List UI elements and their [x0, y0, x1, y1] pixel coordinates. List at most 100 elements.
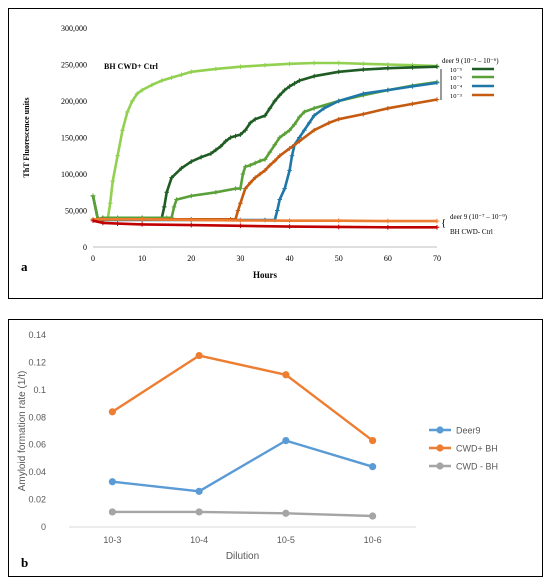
series-marker [252, 175, 258, 180]
series-marker [115, 216, 120, 222]
series-marker [311, 106, 317, 111]
y-tick-label: 200,000 [61, 97, 87, 106]
series-marker [326, 120, 332, 126]
series-point [282, 437, 290, 445]
legend-marker [436, 462, 444, 470]
series-marker [385, 65, 391, 71]
series-marker [262, 168, 268, 173]
series-marker [233, 186, 238, 191]
y-axis-title: Amyloid formation rate (1/t) [17, 371, 28, 492]
series-marker [385, 224, 391, 230]
series-line [91, 80, 438, 221]
y-axis-title: ThT Fluorescence units [22, 97, 31, 177]
series-marker [360, 61, 366, 67]
series-marker [321, 106, 327, 111]
series-marker [257, 158, 263, 164]
series-marker [238, 64, 243, 69]
series-marker [238, 218, 243, 223]
series-marker [243, 127, 248, 133]
series-marker [297, 78, 302, 83]
series-marker [247, 120, 253, 126]
series-marker [120, 127, 125, 133]
series-marker [277, 135, 283, 140]
neg-ctrl-label: BH CWD- Ctrl [450, 228, 493, 236]
series-marker [262, 62, 268, 68]
y-tick-label: 0 [41, 522, 46, 532]
series-marker [336, 218, 342, 224]
series-marker [336, 116, 342, 122]
series-marker [188, 193, 194, 199]
series-marker [385, 218, 391, 224]
series-point [195, 351, 203, 360]
legend-label: 10⁻³ [450, 93, 462, 100]
series-marker [213, 189, 219, 195]
y-tick-label: 0.1 [33, 385, 46, 395]
series-marker [257, 171, 263, 177]
series-marker [434, 97, 440, 102]
legend-label: 10⁻⁴ [450, 84, 463, 91]
series-point [195, 508, 203, 516]
series-marker [287, 218, 292, 224]
series-marker [161, 204, 167, 210]
series-marker [252, 160, 258, 166]
series-marker [139, 87, 145, 93]
series-line [112, 439, 373, 493]
series-marker [267, 106, 273, 111]
series-marker [336, 60, 342, 66]
series-marker [130, 98, 135, 104]
series-point [282, 509, 290, 517]
series-marker [228, 135, 233, 140]
series-marker [292, 122, 297, 127]
series-marker [213, 66, 219, 72]
series-marker [247, 162, 253, 168]
series-point [369, 512, 377, 520]
series-marker [247, 180, 253, 186]
series-line [92, 219, 437, 229]
series-marker [311, 60, 317, 66]
y-tick-label: 0.06 [28, 440, 46, 450]
series-point [195, 487, 203, 495]
legend-marker [436, 426, 444, 434]
series-marker [174, 197, 179, 202]
series-marker [385, 87, 391, 93]
series-marker [208, 151, 214, 156]
x-tick-label: 10-3 [103, 535, 121, 545]
legend-label: 10⁻⁶ [450, 75, 462, 82]
series-marker [125, 109, 130, 115]
legend-label: 10⁻⁵ [450, 67, 462, 74]
series-marker [272, 158, 278, 164]
y-tick-label: 300,000 [61, 24, 87, 33]
x-tick-label: 10-6 [364, 535, 382, 545]
series-marker [360, 91, 366, 96]
series-marker [282, 186, 287, 191]
chart-panel-b: 0 0.02 0.04 0.06 0.08 0.1 0.12 0.14 10-3 10-4 10-5… [8, 319, 543, 577]
series-marker [336, 224, 342, 230]
series-marker [240, 171, 246, 177]
x-tick-label: 70 [433, 254, 441, 263]
series-marker [336, 98, 342, 104]
series-marker [336, 69, 342, 75]
series-marker [410, 84, 415, 89]
series-point [282, 371, 290, 379]
series-marker [218, 143, 224, 149]
panel-label-b: b [21, 555, 28, 570]
pos-ctrl-label: BH CWD+ Ctrl [104, 62, 159, 71]
series-marker [297, 138, 302, 144]
legend-label: CWD+ BH [456, 444, 498, 454]
series-marker [262, 157, 268, 162]
series-marker [213, 147, 219, 153]
series-marker [90, 218, 96, 224]
series-marker [179, 165, 184, 171]
series-marker [188, 159, 194, 164]
legend-marker [436, 444, 444, 452]
series-marker [292, 81, 297, 86]
x-tick-label: 60 [384, 254, 392, 263]
series-marker [434, 80, 440, 86]
y-tick-label: 100,000 [61, 170, 87, 179]
series-marker [267, 162, 273, 168]
series-marker [385, 106, 391, 111]
series-marker [149, 82, 155, 88]
series-marker [169, 75, 174, 80]
series-marker [238, 200, 243, 206]
x-tick-label: 0 [91, 254, 95, 263]
